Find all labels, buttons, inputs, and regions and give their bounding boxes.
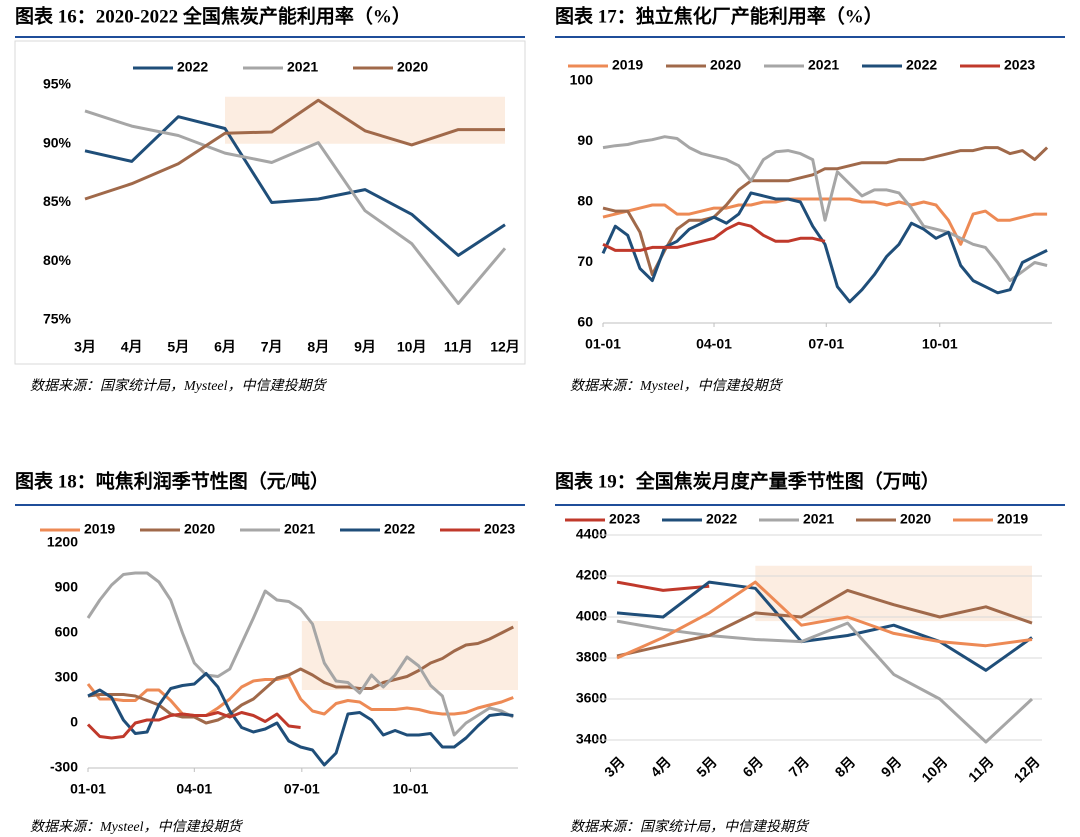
y-tick-label: 70 bbox=[577, 253, 593, 269]
legend-label: 2020 bbox=[900, 511, 931, 527]
y-tick-label: 90% bbox=[43, 134, 72, 150]
y-tick-label: 90 bbox=[577, 132, 593, 148]
legend-label: 2020 bbox=[710, 57, 741, 73]
legend-label: 2020 bbox=[397, 59, 428, 75]
y-tick-label: 1200 bbox=[47, 534, 78, 550]
chart-title: 图表 19：全国焦炭月度产量季节性图（万吨） bbox=[555, 469, 940, 492]
x-tick-label: 01-01 bbox=[585, 336, 621, 352]
series-line bbox=[86, 675, 514, 717]
chart-title: 图表 18：吨焦利润季节性图（元/吨） bbox=[15, 469, 329, 492]
legend-label: 2021 bbox=[284, 521, 315, 537]
series-line bbox=[616, 580, 1033, 660]
chart-title: 图表 17：独立焦化厂产能利用率（%） bbox=[555, 4, 883, 27]
legend-label: 2023 bbox=[1004, 57, 1035, 73]
legend-label: 2019 bbox=[612, 57, 643, 73]
x-tick-label: 5月 bbox=[167, 339, 189, 355]
series-line bbox=[602, 221, 826, 252]
x-tick-label: 3月 bbox=[601, 753, 628, 780]
y-tick-label: 4200 bbox=[576, 567, 607, 583]
legend-label: 2022 bbox=[906, 57, 937, 73]
x-tick-label: 9月 bbox=[878, 753, 905, 780]
legend-label: 2022 bbox=[384, 521, 415, 537]
x-tick-label: 5月 bbox=[693, 753, 720, 780]
highlight-region bbox=[225, 96, 505, 144]
series-line bbox=[602, 197, 1048, 246]
legend-label: 2021 bbox=[287, 59, 318, 75]
series-line bbox=[84, 98, 505, 201]
legend-label: 2021 bbox=[803, 511, 834, 527]
y-tick-label: 3800 bbox=[576, 649, 607, 665]
y-tick-label: 0 bbox=[70, 714, 78, 730]
x-tick-label: 11月 bbox=[965, 753, 997, 785]
x-tick-label: 07-01 bbox=[808, 336, 844, 352]
x-tick-label: 6月 bbox=[214, 339, 236, 355]
series-line bbox=[602, 135, 1048, 283]
x-tick-label: 8月 bbox=[832, 753, 859, 780]
y-tick-label: 600 bbox=[55, 624, 79, 640]
x-tick-label: 12月 bbox=[490, 339, 520, 355]
series-line bbox=[616, 580, 1033, 672]
legend-label: 2022 bbox=[706, 511, 737, 527]
x-tick-label: 10-01 bbox=[922, 336, 958, 352]
legend-label: 2020 bbox=[184, 521, 215, 537]
x-tick-label: 7月 bbox=[261, 339, 283, 355]
y-tick-label: 75% bbox=[43, 311, 72, 327]
x-tick-label: 01-01 bbox=[70, 781, 106, 797]
x-tick-label: 7月 bbox=[785, 753, 812, 780]
x-tick-label: 12月 bbox=[1011, 753, 1043, 785]
series-line bbox=[602, 146, 1049, 277]
y-tick-label: 80 bbox=[577, 193, 593, 209]
legend-label: 2019 bbox=[84, 521, 115, 537]
x-tick-label: 04-01 bbox=[696, 336, 732, 352]
source-note: 数据来源：国家统计局，中信建投期货 bbox=[570, 819, 810, 835]
series-line bbox=[84, 115, 506, 257]
x-tick-label: 8月 bbox=[307, 339, 329, 355]
legend-label: 2023 bbox=[609, 511, 640, 527]
x-tick-label: 3月 bbox=[74, 339, 96, 355]
series-line bbox=[616, 619, 1034, 744]
y-tick-label: 60 bbox=[577, 314, 593, 330]
series-line bbox=[86, 711, 301, 740]
legend-label: 2021 bbox=[808, 57, 839, 73]
source-note: 数据来源：国家统计局，Mysteel，中信建投期货 bbox=[30, 378, 328, 394]
y-tick-label: 80% bbox=[43, 252, 72, 268]
y-tick-label: 3400 bbox=[576, 731, 607, 747]
x-tick-label: 9月 bbox=[354, 339, 376, 355]
series-line bbox=[84, 109, 507, 305]
x-tick-label: 10月 bbox=[918, 753, 950, 785]
x-tick-label: 10月 bbox=[397, 339, 427, 355]
x-tick-label: 4月 bbox=[647, 753, 674, 780]
x-tick-label: 07-01 bbox=[284, 781, 320, 797]
x-tick-label: 04-01 bbox=[176, 781, 212, 797]
highlight-region bbox=[755, 565, 1032, 622]
series-line bbox=[87, 672, 514, 767]
series-line bbox=[601, 191, 1048, 304]
y-tick-label: 4400 bbox=[576, 526, 607, 542]
series-line bbox=[86, 571, 514, 737]
y-tick-label: 85% bbox=[43, 193, 72, 209]
plot-frame bbox=[14, 40, 526, 365]
legend-label: 2019 bbox=[997, 511, 1028, 527]
y-tick-label: 95% bbox=[43, 76, 72, 92]
y-tick-label: 100 bbox=[570, 72, 594, 88]
legend-label: 2023 bbox=[484, 521, 515, 537]
x-tick-label: 4月 bbox=[121, 339, 143, 355]
chart-title: 图表 16：2020-2022 全国焦炭产能利用率（%） bbox=[15, 4, 411, 27]
series-line bbox=[616, 580, 710, 592]
y-tick-label: 4000 bbox=[576, 608, 607, 624]
highlight-region bbox=[301, 621, 518, 690]
legend-label: 2022 bbox=[177, 59, 208, 75]
x-tick-label: 11月 bbox=[444, 339, 473, 355]
x-tick-label: 10-01 bbox=[393, 781, 429, 797]
x-tick-label: 6月 bbox=[739, 753, 766, 780]
y-tick-label: -300 bbox=[50, 759, 78, 775]
y-tick-label: 900 bbox=[55, 579, 79, 595]
series-line bbox=[616, 588, 1033, 658]
y-tick-label: 3600 bbox=[576, 690, 607, 706]
source-note: 数据来源：Mysteel，中信建投期货 bbox=[30, 819, 244, 835]
y-tick-label: 300 bbox=[55, 669, 79, 685]
source-note: 数据来源：Mysteel，中信建投期货 bbox=[570, 378, 784, 394]
